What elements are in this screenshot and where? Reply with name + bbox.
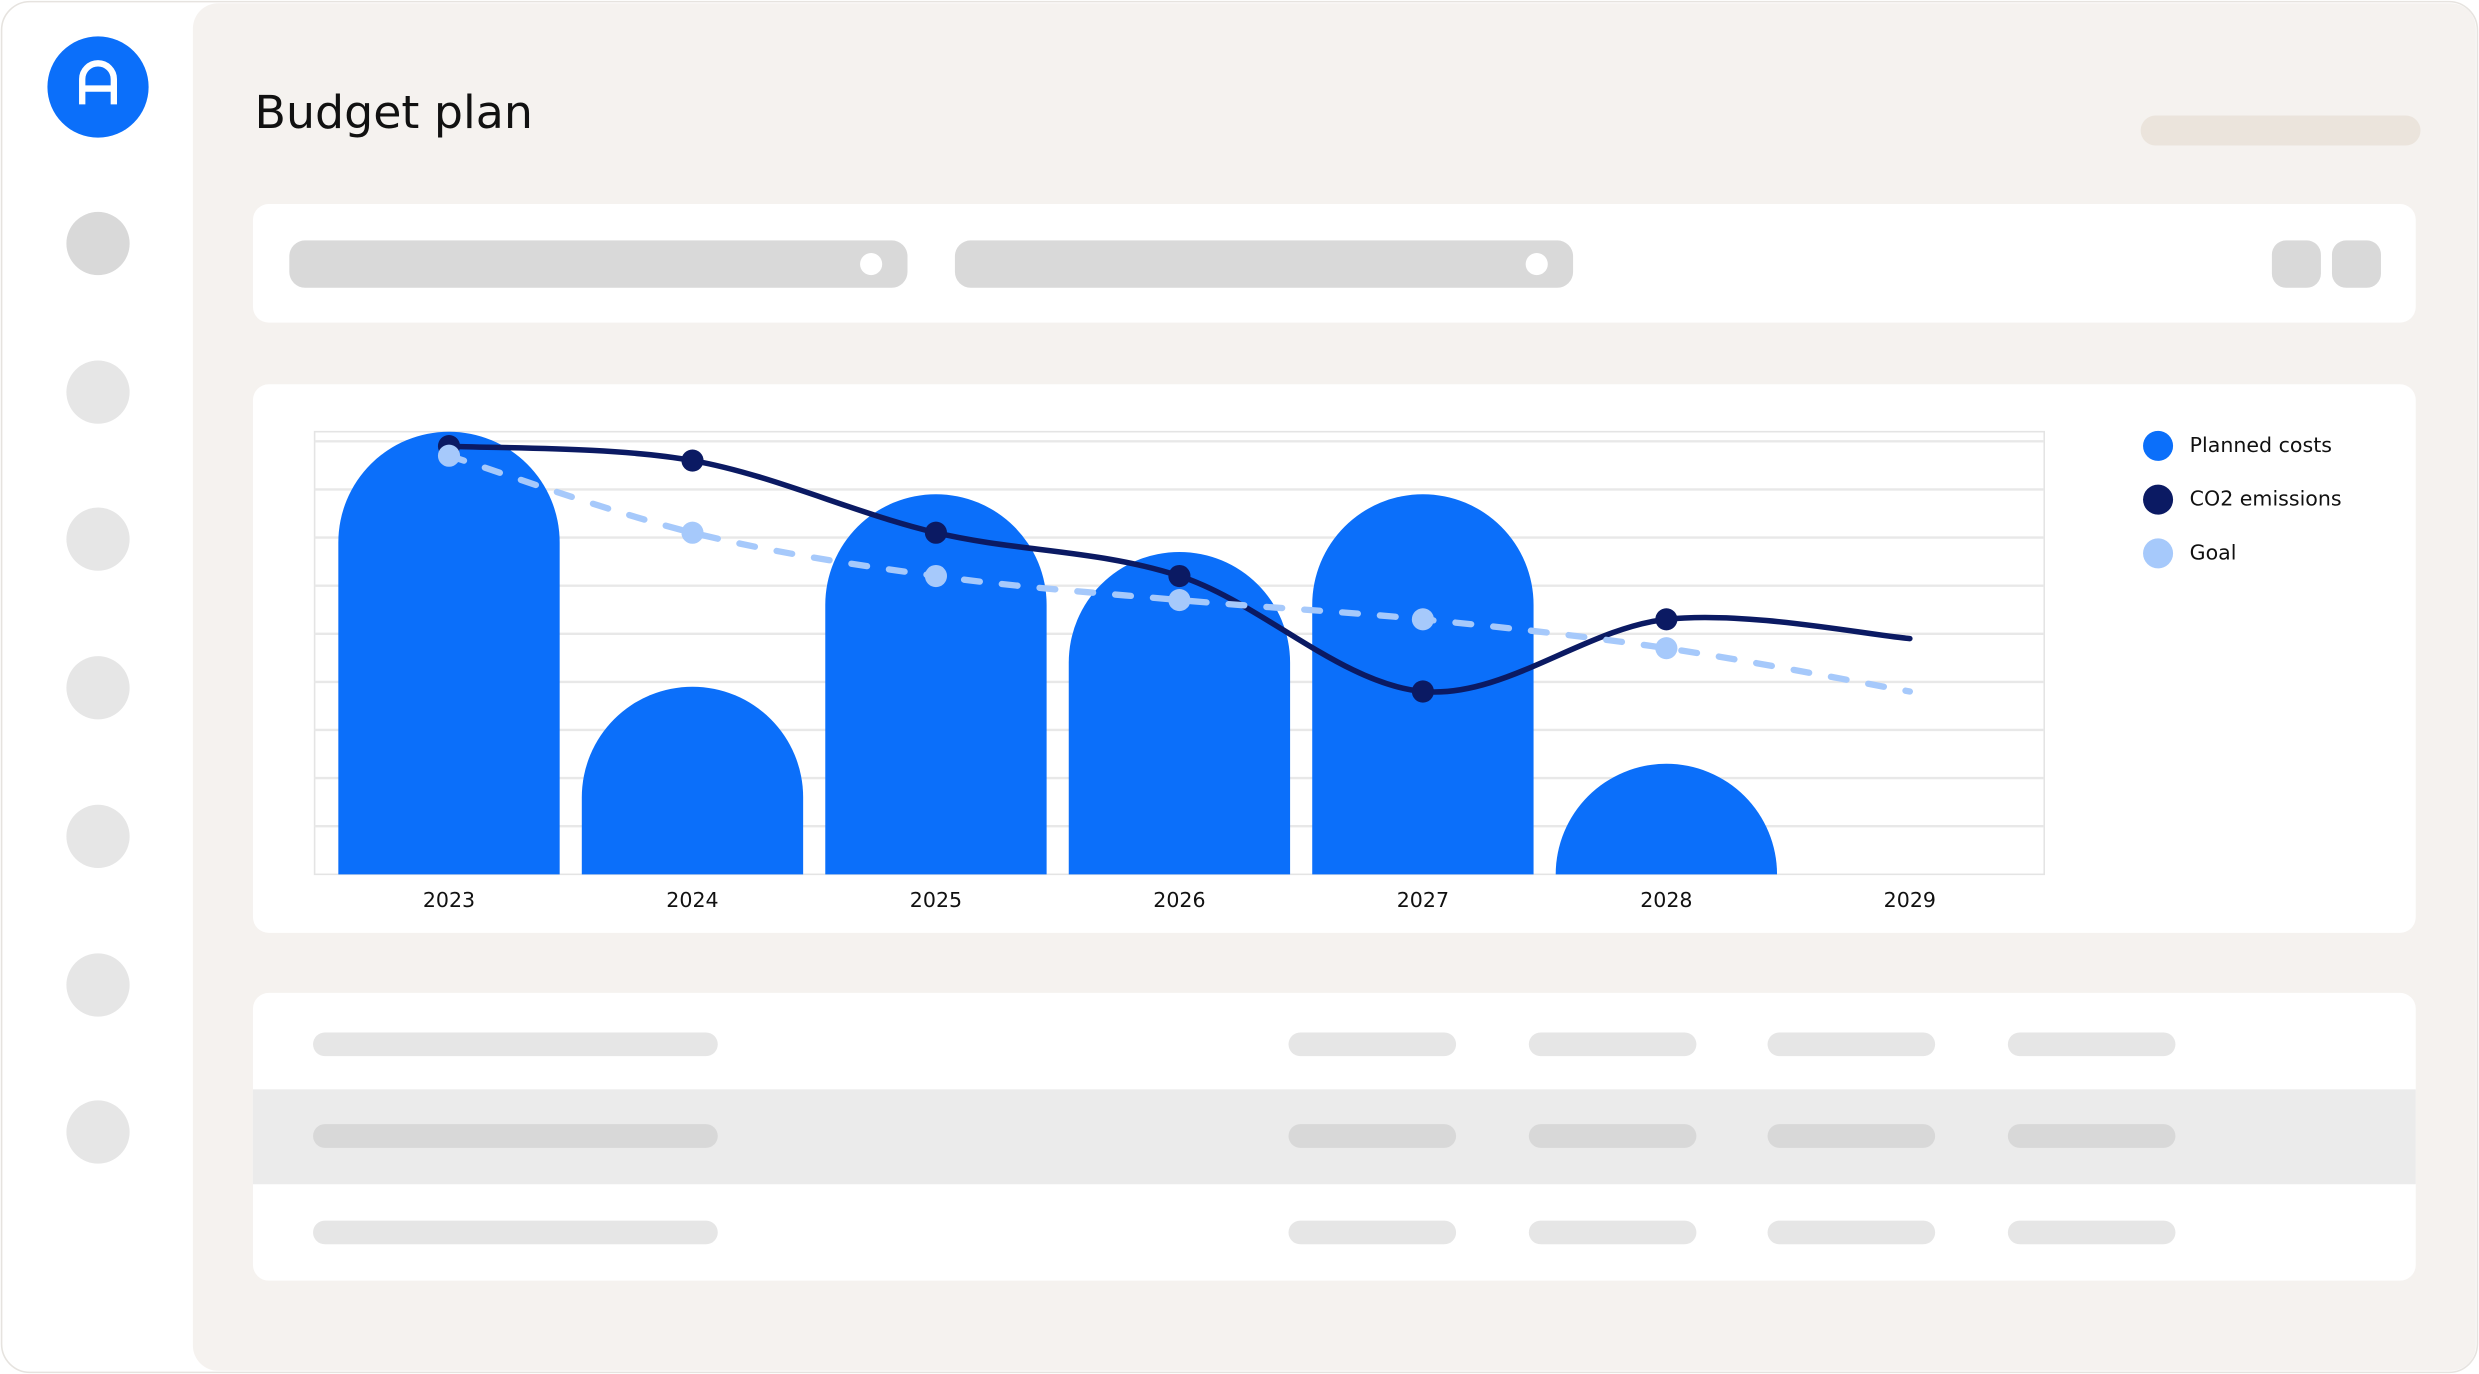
cell-placeholder [313,1124,718,1148]
header-placeholder [2140,115,2421,146]
point [1168,564,1191,588]
x-tick-label: 2024 [666,888,718,912]
point [681,521,704,544]
cell-placeholder [313,1220,718,1245]
sidebar-icons [66,211,130,1164]
chart: 2023 2024 2025 2026 2027 2028 2029 Planned cost… [314,430,2342,912]
legend-label: CO2 emissions [2190,487,2342,511]
button[interactable] [2331,240,2381,288]
cell-placeholder [1528,1124,1697,1148]
legend-label: Planned costs [2190,433,2332,457]
cell-placeholder [1528,1032,1697,1057]
legend-swatch [2143,430,2174,461]
logo-mark [79,60,117,105]
button[interactable] [2271,240,2321,288]
x-tick-label: 2023 [423,888,475,912]
cell-placeholder [1288,1124,1457,1148]
legend-label: Goal [2190,540,2237,564]
bar [1068,551,1291,875]
cell-placeholder [1767,1032,1936,1057]
nav-icon[interactable] [66,953,130,1017]
point [924,521,948,544]
point [1655,637,1678,660]
cell-placeholder [1767,1220,1936,1245]
point [1168,589,1191,612]
x-tick-label: 2026 [1153,888,1205,912]
point [681,449,704,472]
page-title: Budget plan [255,85,533,139]
cell-placeholder [1528,1220,1697,1245]
x-tick-label: 2027 [1397,888,1449,912]
nav-icon[interactable] [66,1100,130,1164]
legend-swatch [2143,484,2174,515]
dropdown-icon [860,253,883,276]
cell-placeholder [313,1032,718,1057]
point [1411,680,1434,703]
legend-swatch [2143,538,2174,569]
cell-placeholder [1767,1124,1936,1148]
point [924,564,948,588]
dropdown[interactable] [289,240,908,288]
x-tick-label: 2028 [1640,888,1692,912]
nav-icon[interactable] [66,360,130,424]
bar [825,494,1047,875]
nav-icon[interactable] [66,211,130,276]
nav-icon[interactable] [66,804,130,869]
cell-placeholder [2007,1124,2176,1148]
nav-icon[interactable] [66,656,130,720]
cell-placeholder [1288,1220,1457,1245]
bar [1555,763,1778,875]
table-placeholders [313,1032,2176,1245]
x-tick-label: 2025 [910,888,962,912]
bar [338,431,560,875]
cell-placeholder [2007,1220,2176,1245]
dropdown-icon [1525,253,1548,276]
dropdown[interactable] [954,240,1574,288]
x-tick-label: 2029 [1884,888,1936,912]
point [1655,608,1678,631]
bar [581,686,804,875]
nav-icon[interactable] [66,507,130,571]
point [1411,608,1434,631]
cell-placeholder [1288,1032,1457,1057]
point [437,444,461,467]
cell-placeholder [2007,1032,2176,1057]
